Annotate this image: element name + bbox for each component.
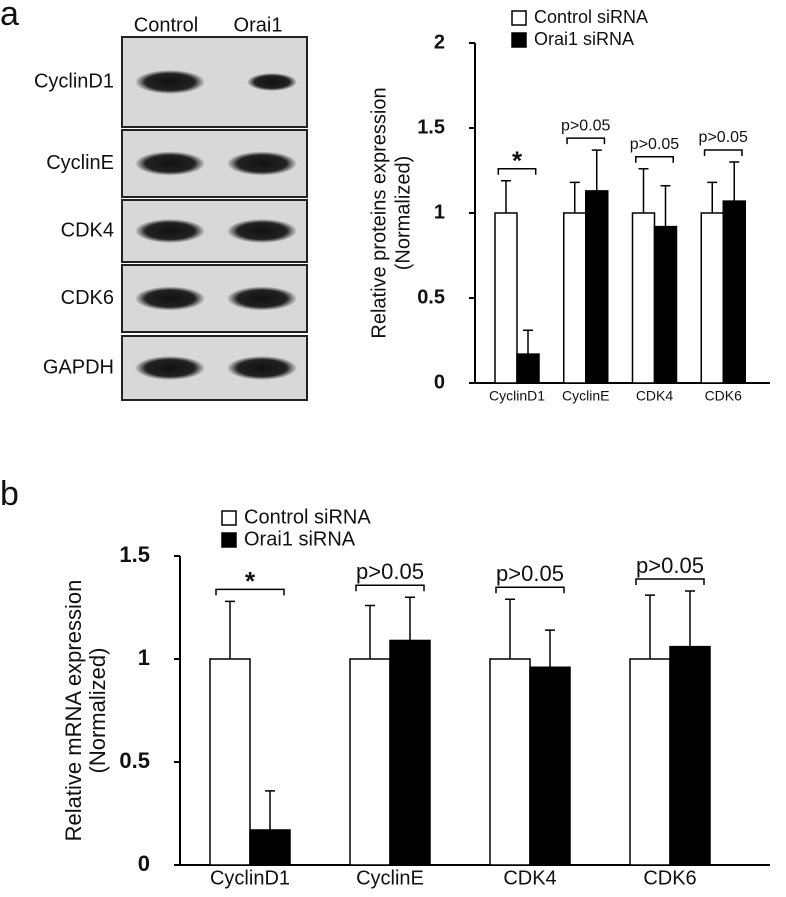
bar xyxy=(653,225,678,384)
bar xyxy=(669,645,711,866)
y-axis-label: Relative proteins expression xyxy=(368,87,390,338)
blot-column-label: Control xyxy=(134,14,198,36)
x-tick-label: CDK4 xyxy=(503,867,556,889)
significance-label: * xyxy=(512,146,523,176)
y-tick-label: 0.5 xyxy=(119,748,150,773)
bar xyxy=(631,212,656,384)
significance-label: * xyxy=(245,566,256,596)
blot-band xyxy=(135,356,205,380)
significance-label: p>0.05 xyxy=(356,559,424,584)
y-axis-label: (Normalized) xyxy=(392,156,414,270)
western-blot: ControlsiRNAOrai1siRNACyclinD1CyclinECDK… xyxy=(34,14,308,401)
bar xyxy=(249,829,291,866)
error-bar xyxy=(569,181,580,213)
legend-swatch xyxy=(221,510,237,526)
error-bar xyxy=(501,179,511,213)
y-tick-label: 2 xyxy=(434,31,445,53)
significance-label: p>0.05 xyxy=(630,136,679,153)
significance-label: p>0.05 xyxy=(636,553,704,578)
blot-row-label: CyclinE xyxy=(46,152,114,174)
y-tick-label: 1 xyxy=(138,645,150,670)
y-axis-label: Relative mRNA expression xyxy=(61,580,86,842)
error-bar xyxy=(660,185,671,227)
significance-bracket xyxy=(215,588,285,596)
significance-bracket xyxy=(703,149,743,156)
significance-bracket xyxy=(635,156,674,163)
error-bar xyxy=(265,790,275,830)
bar xyxy=(629,658,671,866)
bar xyxy=(209,658,251,866)
blot-row-label: CDK4 xyxy=(61,219,114,241)
significance-bracket xyxy=(355,584,425,592)
blot-band xyxy=(227,286,297,311)
blot-row-label: GAPDH xyxy=(43,356,114,378)
y-tick-label: 1.5 xyxy=(119,542,150,567)
blot-band xyxy=(227,151,297,176)
x-tick-label: CDK4 xyxy=(636,388,674,404)
blot-row-label: CDK6 xyxy=(61,287,114,309)
bar xyxy=(585,190,609,384)
legend-label: Control siRNA xyxy=(244,506,371,528)
bar xyxy=(349,658,391,866)
x-tick-label: CDK6 xyxy=(643,867,696,889)
significance-label: p>0.05 xyxy=(561,117,610,134)
x-tick-label: CDK6 xyxy=(705,388,743,404)
error-bar xyxy=(505,598,515,659)
legend-label: Orai1 siRNA xyxy=(244,528,356,550)
bar xyxy=(722,200,746,384)
error-bar xyxy=(365,604,375,659)
error-bar xyxy=(707,181,718,213)
error-bar xyxy=(591,149,602,191)
legend-swatch xyxy=(221,532,237,548)
bar xyxy=(489,658,531,866)
legend-label: Control siRNA xyxy=(534,7,648,27)
significance-bracket xyxy=(495,586,565,594)
blot-row-label: CyclinD1 xyxy=(34,70,114,92)
blot-band xyxy=(247,73,297,91)
significance-label: p>0.05 xyxy=(699,129,748,146)
panel-label: a xyxy=(0,0,19,33)
legend-swatch xyxy=(511,32,527,48)
error-bar xyxy=(645,594,655,659)
y-tick-label: 1.5 xyxy=(417,116,445,138)
error-bar xyxy=(523,329,533,355)
blot-band xyxy=(135,286,205,311)
significance-bracket xyxy=(566,137,606,145)
y-tick-label: 1 xyxy=(434,201,445,223)
bar xyxy=(563,212,587,384)
x-tick-label: CyclinE xyxy=(562,388,609,404)
blot-band xyxy=(227,219,297,243)
bar xyxy=(516,353,540,384)
blot-band xyxy=(135,219,205,243)
x-tick-label: CyclinD1 xyxy=(210,867,290,889)
y-tick-label: 0 xyxy=(434,371,445,393)
x-tick-label: CyclinE xyxy=(356,867,424,889)
error-bar xyxy=(638,168,649,213)
bar xyxy=(700,212,724,384)
significance-bracket xyxy=(497,167,537,175)
panel-label: b xyxy=(0,475,19,513)
bar xyxy=(494,212,518,384)
error-bar xyxy=(685,590,695,647)
blot-band xyxy=(227,356,297,380)
legend-swatch xyxy=(511,10,527,26)
bar xyxy=(529,666,571,866)
blot-band xyxy=(135,70,205,94)
error-bar xyxy=(405,596,415,641)
blot-band xyxy=(135,151,205,176)
x-tick-label: CyclinD1 xyxy=(489,388,545,404)
y-tick-label: 0 xyxy=(138,851,150,876)
y-tick-label: 0.5 xyxy=(417,286,445,308)
error-bar xyxy=(545,629,555,668)
error-bar xyxy=(729,161,740,202)
bar xyxy=(389,639,431,866)
significance-bracket xyxy=(635,578,705,586)
legend-label: Orai1 siRNA xyxy=(534,29,634,49)
significance-label: p>0.05 xyxy=(496,561,564,586)
error-bar xyxy=(225,600,235,659)
blot-column-label: Orai1 xyxy=(234,14,283,36)
y-axis-label: (Normalized) xyxy=(85,648,110,774)
